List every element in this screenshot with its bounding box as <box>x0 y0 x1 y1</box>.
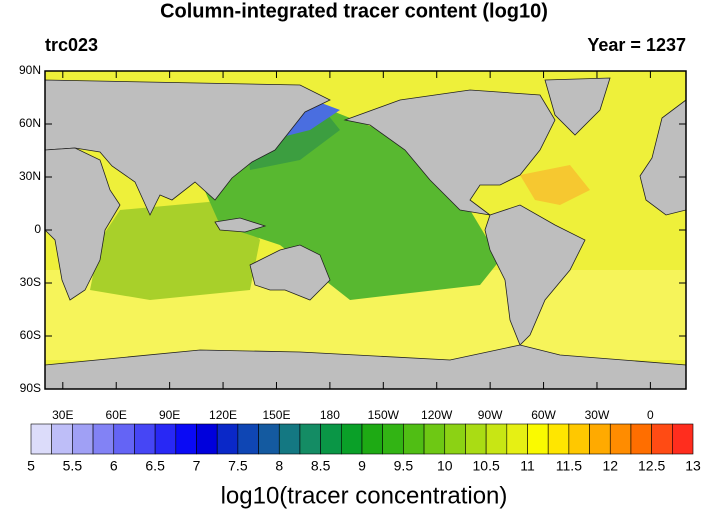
colorbar-box <box>403 423 425 455</box>
colorbar-box <box>237 423 259 455</box>
eurasia <box>44 79 331 216</box>
lon-label: 120W <box>421 408 453 422</box>
colorbar-box <box>299 423 321 455</box>
atlantic-high <box>520 165 590 205</box>
colorbar-label: 6 <box>110 458 118 474</box>
colorbar-box <box>547 423 570 455</box>
lat-label: 30S <box>20 275 41 289</box>
colorbar-box <box>154 423 177 455</box>
south-america <box>484 204 586 346</box>
colorbar-label: 6.5 <box>145 458 165 474</box>
left-label: trc023 <box>45 35 98 55</box>
indonesia <box>214 217 267 233</box>
colorbar-label: 7.5 <box>228 458 248 474</box>
west-africa-europe <box>639 99 687 216</box>
colorbar-box <box>196 423 218 455</box>
colorbar-box <box>568 423 590 455</box>
lat-label: 60S <box>20 328 41 342</box>
colorbar-label: 10 <box>437 458 453 474</box>
colorbar-box <box>609 423 632 455</box>
lon-label: 30E <box>52 408 73 422</box>
colorbar-box <box>278 423 301 455</box>
lat-label: 90S <box>20 381 41 395</box>
lat-label: 60N <box>19 116 41 130</box>
lon-label: 30W <box>585 408 610 422</box>
colorbar-box <box>113 423 135 455</box>
colorbar-label: 12.5 <box>638 458 665 474</box>
colorbar-box <box>341 423 363 455</box>
colorbar-box <box>527 423 549 455</box>
lon-label: 120E <box>209 408 237 422</box>
greenland <box>544 77 611 136</box>
colorbar-box <box>361 423 383 455</box>
lon-label: 90E <box>159 408 180 422</box>
colorbar-title: log10(tracer concentration) <box>221 482 508 509</box>
north-america <box>343 89 556 216</box>
colorbar-box <box>72 423 94 455</box>
lon-label: 90W <box>478 408 503 422</box>
colorbar-box <box>423 423 446 455</box>
colorbar-label: 5 <box>27 458 35 474</box>
colorbar-box <box>672 423 694 455</box>
colorbar-box <box>51 423 73 455</box>
colorbar-label: 11 <box>520 458 535 474</box>
colorbar-box <box>134 423 156 455</box>
right-label: Year = 1237 <box>587 35 686 55</box>
lon-label: 60E <box>106 408 127 422</box>
colorbar-box <box>92 423 115 455</box>
map <box>44 70 687 390</box>
lon-label: 60W <box>531 408 556 422</box>
colorbar-box <box>651 423 673 455</box>
australia <box>249 244 331 301</box>
colorbar-label: 5.5 <box>63 458 83 474</box>
lat-label: 30N <box>19 169 41 183</box>
title: Column-integrated tracer content (log10) <box>160 0 548 22</box>
colorbar-label: 9.5 <box>394 458 414 474</box>
colorbar-label: 8.5 <box>311 458 331 474</box>
colorbar-label: 13 <box>685 458 701 474</box>
lon-label: 180 <box>320 408 340 422</box>
colorbar-box <box>444 423 466 455</box>
colorbar-box <box>30 423 52 455</box>
colorbar-label: 9 <box>358 458 366 474</box>
colorbar-label: 7 <box>193 458 201 474</box>
colorbar-box <box>258 423 280 455</box>
lon-label: 0 <box>647 408 654 422</box>
colorbar-box <box>382 423 404 455</box>
colorbar-box <box>485 423 508 455</box>
colorbar-label: 12 <box>602 458 618 474</box>
africa <box>44 147 121 301</box>
lat-label: 0 <box>34 222 41 236</box>
colorbar-box <box>589 423 611 455</box>
land <box>44 77 687 390</box>
colorbar-label: 8 <box>275 458 283 474</box>
lat-label: 90N <box>19 63 41 77</box>
colorbar-label: 10.5 <box>473 458 500 474</box>
colorbar-label: 11.5 <box>556 458 582 474</box>
lon-label: 150E <box>262 408 290 422</box>
colorbar-box <box>216 423 239 455</box>
colorbar-box <box>465 423 487 455</box>
colorbar-box <box>630 423 652 455</box>
colorbar-box <box>506 423 528 455</box>
colorbar-box <box>320 423 342 455</box>
colorbar-box <box>175 423 197 455</box>
lon-label: 150W <box>368 408 400 422</box>
